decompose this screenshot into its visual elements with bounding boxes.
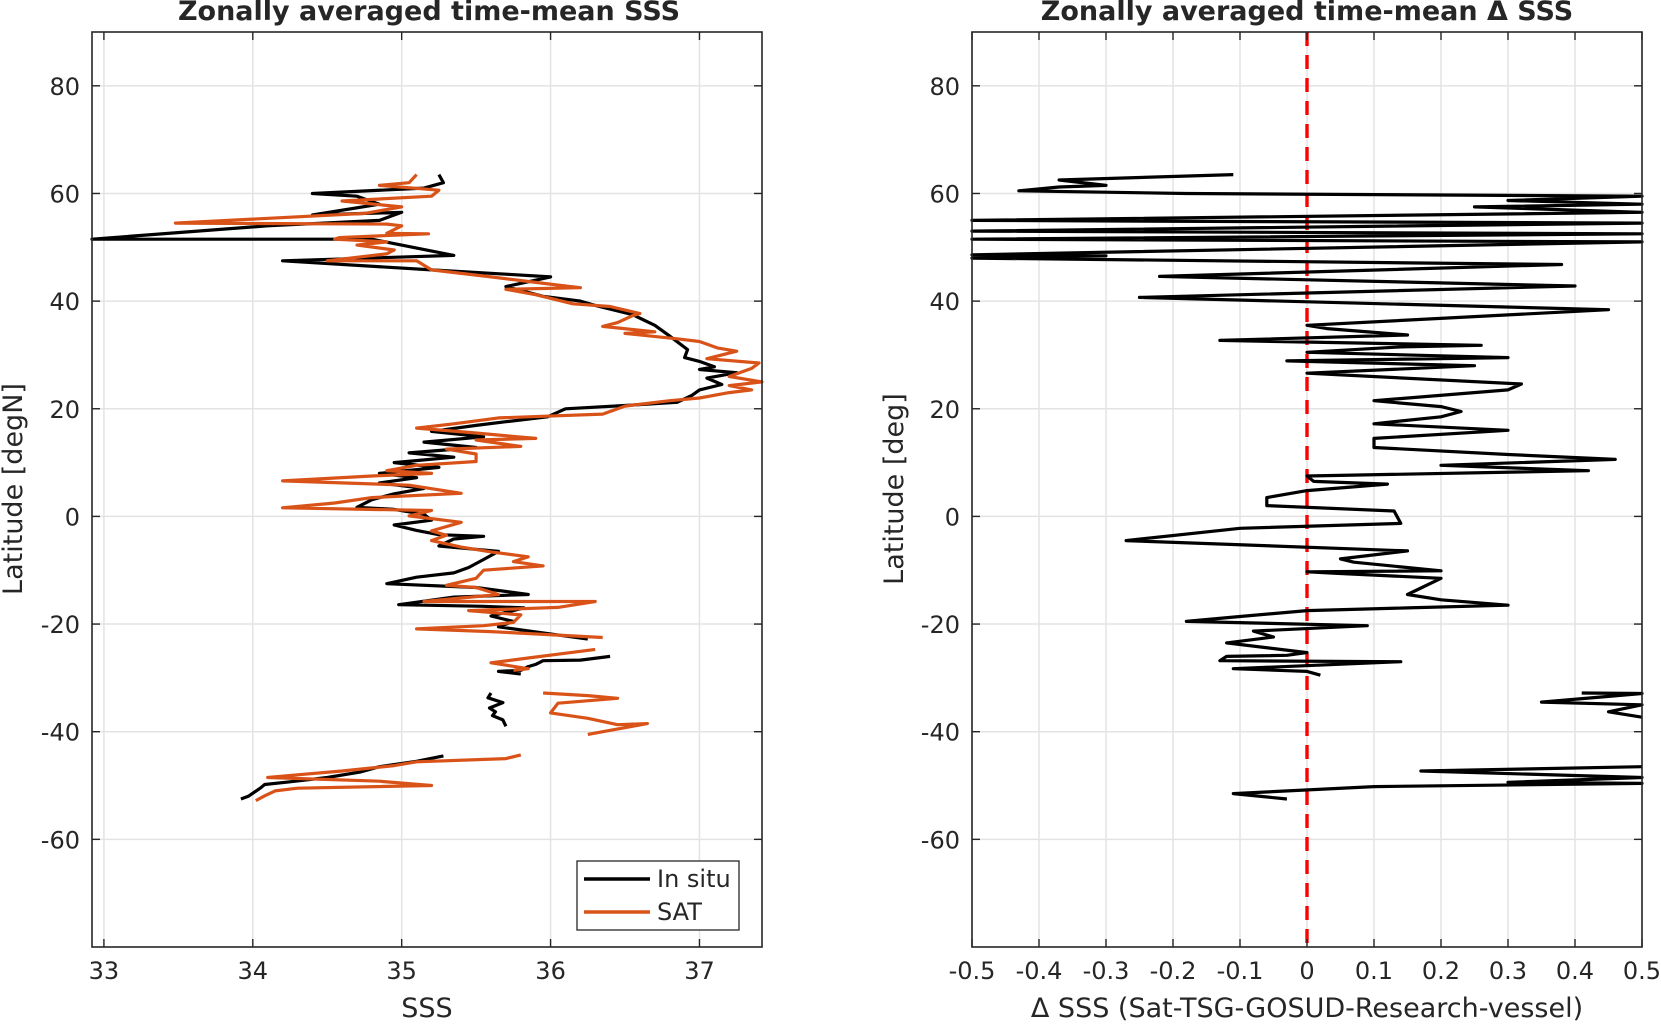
delta-sss-y-tick-label-80: 80	[929, 73, 960, 101]
sss-y-tick-label-20: 20	[49, 396, 80, 424]
sss-in-situ-line-segment-2	[486, 692, 508, 727]
sss-y-tick-label-40: 40	[49, 288, 80, 316]
delta-sss-x-tick-label-0p2: 0.2	[1422, 957, 1460, 985]
sss-x-tick-label-34: 34	[238, 957, 269, 985]
sss-panel: Zonally averaged time-mean SSS 33 34 35 36 3…	[0, 0, 764, 1024]
sss-legend: In situ SAT	[576, 860, 740, 931]
delta-sss-y-tick-labels: -60 -40 -20 0 20 40 60 80	[921, 73, 960, 855]
delta-sss-series-0-line-segment-1	[1539, 691, 1644, 719]
sss-x-tick-label-37: 37	[684, 957, 715, 985]
delta-sss-y-tick-label-40: 40	[929, 288, 960, 316]
delta-sss-x-tick-label-0p1: 0.1	[1355, 957, 1393, 985]
sss-x-tick-label-33: 33	[89, 957, 120, 985]
sss-y-tick-label--40: -40	[41, 719, 80, 747]
delta-sss-series-0-line-segment-0	[970, 173, 1644, 677]
delta-sss-series-layer	[970, 32, 1644, 947]
delta-sss-x-tick-label-0p4: 0.4	[1556, 957, 1594, 985]
sss-sat-line-segment-1	[489, 647, 596, 672]
sss-x-axis-label: SSS	[401, 993, 452, 1024]
delta-sss-panel: Zonally averaged time-mean Δ SSS -0.5 -0.…	[879, 0, 1661, 1024]
sss-ticks	[92, 32, 762, 947]
legend-label-sat: SAT	[657, 898, 702, 926]
sss-chart-title: Zonally averaged time-mean SSS	[178, 0, 680, 27]
delta-sss-y-tick-label-0: 0	[945, 503, 960, 531]
delta-sss-series-0-line-segment-2	[1231, 765, 1644, 801]
delta-sss-y-axis-label: Latitude [deg]	[879, 393, 910, 585]
sss-x-tick-label-35: 35	[386, 957, 417, 985]
delta-sss-y-tick-label--20: -20	[921, 611, 960, 639]
sss-sat-line-segment-2	[543, 691, 650, 736]
sss-y-tick-label-0: 0	[65, 503, 80, 531]
delta-sss-x-tick-label--0p5: -0.5	[949, 957, 996, 985]
sss-sat-line-segment-0	[173, 173, 764, 640]
sss-y-tick-label-80: 80	[49, 73, 80, 101]
sss-plot-frame	[91, 31, 763, 948]
sss-y-tick-label--60: -60	[41, 826, 80, 854]
delta-sss-x-tick-label-0: 0	[1299, 957, 1314, 985]
delta-sss-y-tick-label-20: 20	[929, 396, 960, 424]
sss-in-situ-line-segment-0	[90, 173, 739, 641]
delta-sss-x-tick-label-0p3: 0.3	[1489, 957, 1527, 985]
sss-in-situ-line-segment-1	[496, 654, 611, 676]
delta-sss-x-tick-label--0p3: -0.3	[1083, 957, 1130, 985]
sss-sat-line-segment-3	[255, 753, 522, 803]
legend-label-in-situ: In situ	[657, 865, 731, 893]
delta-sss-y-tick-label--40: -40	[921, 719, 960, 747]
delta-sss-y-tick-label-60: 60	[929, 180, 960, 208]
sss-y-tick-label--20: -20	[41, 611, 80, 639]
delta-sss-x-tick-label--0p1: -0.1	[1217, 957, 1264, 985]
sss-series-layer	[90, 173, 764, 803]
delta-sss-x-axis-label: Δ SSS (Sat-TSG-GOSUD-Research-vessel)	[1031, 993, 1583, 1024]
sss-x-tick-label-36: 36	[535, 957, 566, 985]
delta-sss-ticks	[971, 32, 1643, 947]
sss-y-tick-label-60: 60	[49, 180, 80, 208]
delta-sss-x-tick-labels: -0.5 -0.4 -0.3 -0.2 -0.1 0 0.1 0.2 0.3 0.4 0.5	[949, 957, 1661, 985]
legend-box	[576, 860, 740, 931]
delta-sss-chart-title: Zonally averaged time-mean Δ SSS	[1041, 0, 1573, 27]
delta-sss-x-tick-label--0p4: -0.4	[1016, 957, 1063, 985]
sss-x-tick-labels: 33 34 35 36 37	[89, 957, 715, 985]
delta-sss-y-tick-label--60: -60	[921, 826, 960, 854]
sss-y-tick-labels: -60 -40 -20 0 20 40 60 80	[41, 73, 80, 855]
delta-sss-x-tick-label--0p2: -0.2	[1150, 957, 1197, 985]
sss-y-axis-label: Latitude [degN]	[0, 383, 29, 595]
delta-sss-x-tick-label-0p5: 0.5	[1623, 957, 1661, 985]
